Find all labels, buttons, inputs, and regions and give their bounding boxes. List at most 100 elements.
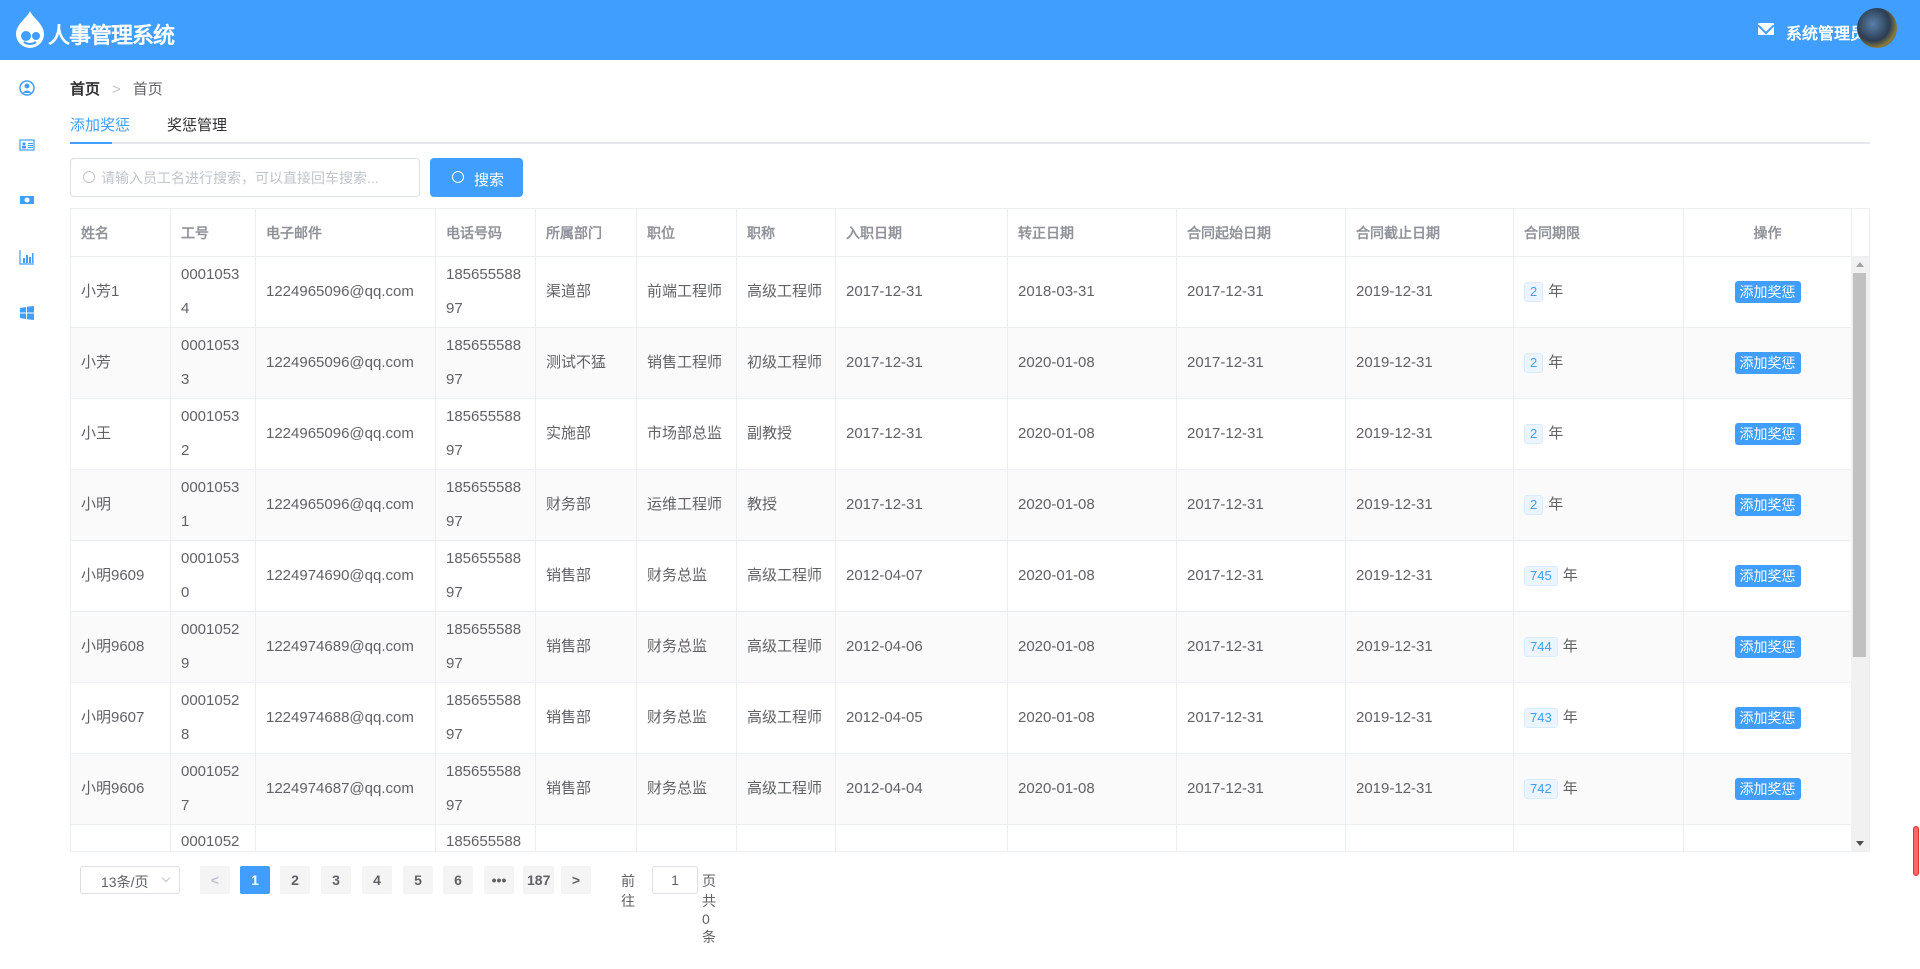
- breadcrumb-home[interactable]: 首页: [70, 81, 101, 98]
- windows-icon[interactable]: [19, 305, 35, 321]
- table-cell: 2017-12-31: [836, 328, 1008, 398]
- tab-add-award[interactable]: 添加奖惩: [70, 117, 131, 134]
- table-cell: 2012-04-07: [836, 541, 1008, 611]
- page-size-value: 13条/页: [101, 874, 149, 890]
- tab-award-manage[interactable]: 奖惩管理: [167, 117, 228, 134]
- user-menu[interactable]: 系统管理员: [1786, 26, 1867, 43]
- table-cell: 高级工程师: [737, 754, 836, 824]
- table-cell: 00010532: [171, 399, 256, 469]
- add-award-button[interactable]: 添加奖惩: [1734, 636, 1801, 658]
- table-cell: 2017-12-31: [1177, 257, 1346, 327]
- table-cell: 2017-12-31: [1177, 683, 1346, 753]
- page-button[interactable]: 5: [403, 866, 433, 894]
- table-scrollbar[interactable]: [1851, 257, 1869, 851]
- table-cell: 1224974689@qq.com: [256, 612, 436, 682]
- add-award-button[interactable]: 添加奖惩: [1734, 778, 1801, 800]
- table-cell: [536, 825, 637, 851]
- bar-chart-icon[interactable]: [19, 249, 35, 265]
- table-cell: [1346, 825, 1514, 851]
- page-size-select[interactable]: 13条/页: [80, 866, 180, 894]
- table-row: 小明9609 00010530 1224974690@qq.com 185655588…: [71, 541, 1852, 612]
- side-widget[interactable]: [1913, 826, 1919, 876]
- page-button[interactable]: 187: [523, 866, 555, 894]
- table-cell: 18565558897: [436, 257, 536, 327]
- search-input[interactable]: [101, 159, 416, 196]
- table-cell: 2012-04-04: [836, 754, 1008, 824]
- column-header: 合同截止日期: [1346, 209, 1514, 256]
- search-button[interactable]: 搜索: [430, 158, 523, 197]
- table-cell: 744 年: [1514, 612, 1684, 682]
- mail-icon[interactable]: [1758, 23, 1774, 35]
- next-page-button[interactable]: >: [561, 866, 591, 894]
- table-cell: 财务部: [536, 470, 637, 540]
- breadcrumb-current: 首页: [132, 81, 163, 98]
- total-label: 页共 0 条: [702, 873, 716, 945]
- table-cell: [71, 825, 171, 851]
- scroll-up-icon[interactable]: [1856, 262, 1864, 267]
- avatar[interactable]: [1857, 8, 1897, 48]
- table-cell: 18565558897: [436, 541, 536, 611]
- table-cell: 2020-01-08: [1008, 683, 1177, 753]
- table-cell: 小王: [71, 399, 171, 469]
- table-cell: 高级工程师: [737, 683, 836, 753]
- page-button[interactable]: 6: [443, 866, 473, 894]
- table-cell: 添加奖惩: [1684, 470, 1852, 540]
- page-button[interactable]: 4: [362, 866, 392, 894]
- table-cell: 副教授: [737, 399, 836, 469]
- unit-label: 年: [1548, 283, 1564, 300]
- page-button[interactable]: 3: [321, 866, 351, 894]
- table-cell: 小明9608: [71, 612, 171, 682]
- page-button[interactable]: •••: [484, 866, 514, 894]
- prev-page-button[interactable]: <: [200, 866, 230, 894]
- table-cell: 1224974690@qq.com: [256, 541, 436, 611]
- unit-label: 年: [1562, 780, 1578, 797]
- table-cell: [256, 825, 436, 851]
- table-cell: 小明9607: [71, 683, 171, 753]
- table-cell: [737, 825, 836, 851]
- chevron-right-icon: >: [112, 81, 121, 98]
- page-button[interactable]: 1: [240, 866, 270, 894]
- scrollbar-thumb[interactable]: [1853, 273, 1866, 657]
- goto-page-input[interactable]: [652, 866, 698, 894]
- table-cell: 2019-12-31: [1346, 470, 1514, 540]
- unit-label: 年: [1548, 354, 1564, 371]
- add-award-button[interactable]: 添加奖惩: [1734, 352, 1801, 374]
- page-button[interactable]: 2: [280, 866, 310, 894]
- table-cell: 教授: [737, 470, 836, 540]
- table-cell: 小芳: [71, 328, 171, 398]
- app-title: 人事管理系统: [48, 23, 175, 48]
- table-cell: 高级工程师: [737, 612, 836, 682]
- table-cell: 2017-12-31: [1177, 399, 1346, 469]
- table-cell: 00010529: [171, 612, 256, 682]
- table-cell: [637, 825, 737, 851]
- add-award-button[interactable]: 添加奖惩: [1734, 707, 1801, 729]
- table-cell: 742 年: [1514, 754, 1684, 824]
- add-award-button[interactable]: 添加奖惩: [1734, 494, 1801, 516]
- tab-active-indicator: [70, 142, 112, 144]
- column-header: 职位: [637, 209, 737, 256]
- id-card-icon[interactable]: [19, 137, 35, 153]
- chevron-down-icon: [161, 873, 171, 883]
- add-award-button[interactable]: 添加奖惩: [1734, 565, 1801, 587]
- add-award-button[interactable]: 添加奖惩: [1734, 423, 1801, 445]
- add-award-button[interactable]: 添加奖惩: [1734, 281, 1801, 303]
- table-cell: 销售部: [536, 683, 637, 753]
- table-cell: 渠道部: [536, 257, 637, 327]
- table-cell: 2018-03-31: [1008, 257, 1177, 327]
- search-button-label: 搜索: [474, 172, 505, 189]
- table-cell: 2012-04-06: [836, 612, 1008, 682]
- table-cell: 18565558897: [436, 754, 536, 824]
- contract-term-tag: 2: [1524, 353, 1544, 373]
- contract-term-tag: 2: [1524, 424, 1544, 444]
- table-cell: 1224965096@qq.com: [256, 328, 436, 398]
- user-circle-icon[interactable]: [19, 80, 35, 96]
- table-row: 小明9608 00010529 1224974689@qq.com 185655588…: [71, 612, 1852, 683]
- table-cell: 18565558897: [436, 399, 536, 469]
- table-cell: 00010527: [171, 754, 256, 824]
- table-cell: 财务总监: [637, 612, 737, 682]
- table-cell: 添加奖惩: [1684, 257, 1852, 327]
- table-cell: 添加奖惩: [1684, 612, 1852, 682]
- scroll-down-icon[interactable]: [1856, 841, 1864, 846]
- money-icon[interactable]: [19, 192, 35, 208]
